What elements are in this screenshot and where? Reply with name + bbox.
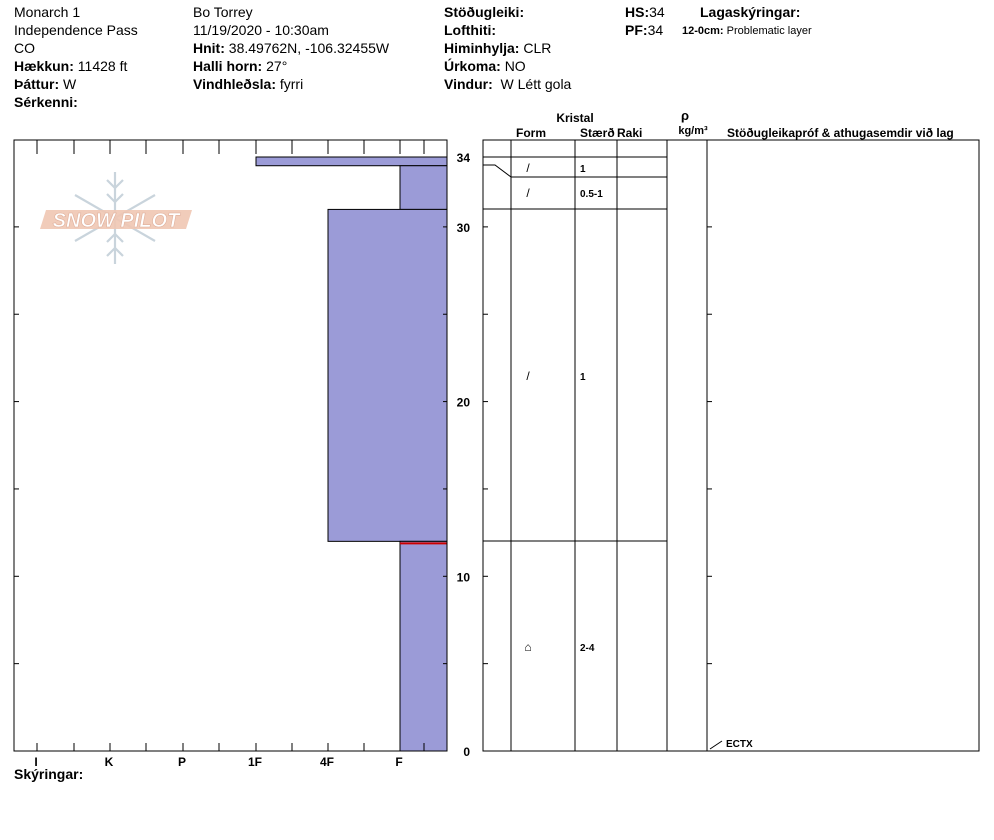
grain-form-symbol: ⌂ <box>524 640 531 654</box>
hardness-tick-label: F <box>395 755 402 769</box>
notes-label: Skýringar: <box>14 766 84 782</box>
grain-size-value: 2-4 <box>580 643 595 654</box>
snowpilot-logo-band <box>40 210 192 229</box>
aspect-value: W <box>63 76 77 92</box>
wind-loading-value: fyrri <box>279 76 304 92</box>
wind-loading-label: Vindhleðsla: <box>193 76 276 92</box>
test-result-label: ECTX <box>726 739 753 750</box>
precipitation: Úrkoma: NO <box>444 58 526 75</box>
wind-obs-value: W Létt gola <box>500 76 572 92</box>
depth-tick-label: 30 <box>457 221 471 235</box>
layer-note-text: Problematic layer <box>726 25 812 37</box>
elevation: Hækkun: 11428 ft <box>14 58 127 75</box>
depth-tick-label: 0 <box>463 745 470 759</box>
hardness-bar <box>327 208 448 542</box>
precip-label: Úrkoma: <box>444 58 501 74</box>
grain-form-symbol: / <box>526 186 530 200</box>
location-name: Independence Pass <box>14 22 138 38</box>
air-temp-label: Lofthiti: <box>444 22 497 38</box>
wind-observation: Vindur: W Létt gola <box>444 76 571 93</box>
slope-angle: Halli horn: 27° <box>193 58 287 75</box>
hs-label: HS: <box>625 4 650 20</box>
depth-tick-label: 10 <box>457 570 471 584</box>
wind-loading: Vindhleðsla: fyrri <box>193 76 303 93</box>
pf-label: PF: <box>625 22 648 38</box>
hardness-tick-label: P <box>178 755 186 769</box>
depth-tick-label: 20 <box>457 396 471 410</box>
elevation-value: 11428 ft <box>77 58 128 74</box>
layer-notes-label: Lagaskýringar: <box>700 4 801 20</box>
slope-value: 27° <box>266 58 288 74</box>
special-label: Sérkenni: <box>14 94 78 110</box>
aspect: Þáttur: W <box>14 76 76 93</box>
form-header: Form <box>516 126 546 140</box>
coords-value: 38.49762N, -106.32455W <box>228 40 390 56</box>
grain-form-symbol: / <box>526 161 530 175</box>
hardness-plot-frame <box>13 139 448 752</box>
grain-size-value: 1 <box>580 164 586 175</box>
grain-size-value: 0.5-1 <box>580 189 603 200</box>
elevation-label: Hækkun: <box>14 58 74 74</box>
observer-name: Bo Torrey <box>193 4 253 20</box>
pf-value: 34 <box>647 22 664 38</box>
wind-obs-label: Vindur: <box>444 76 493 92</box>
wetness-header: Raki <box>617 126 642 140</box>
density-unit: kg/m³ <box>678 125 708 137</box>
hardness-tick-label: 4F <box>320 755 334 769</box>
test-result-pointer <box>709 740 723 750</box>
sky-label: Himinhylja: <box>444 40 520 56</box>
crystal-header: Kristal <box>556 111 593 125</box>
layer-note: 12-0cm: Problematic layer <box>682 23 812 40</box>
coordinates: Hnit: 38.49762N, -106.32455W <box>193 40 389 57</box>
size-header: Stærð <box>580 126 615 140</box>
grain-size-value: 1 <box>580 372 586 383</box>
snowpilot-logo-text: SNOW PILOT <box>53 210 181 232</box>
hardness-bar <box>255 156 448 167</box>
layer-connector <box>483 164 512 178</box>
slope-label: Halli horn: <box>193 58 263 74</box>
coords-label: Hnit: <box>193 40 225 56</box>
state-name: CO <box>14 40 35 56</box>
stability-label: Stöðugleiki: <box>444 4 525 20</box>
hs: HS:34 <box>625 4 665 21</box>
sky-value: CLR <box>523 40 552 56</box>
pf: PF:34 <box>625 22 663 39</box>
hardness-bar <box>399 540 448 752</box>
sky-cover: Himinhylja: CLR <box>444 40 551 57</box>
hardness-tick-label: 1F <box>248 755 262 769</box>
precip-value: NO <box>504 58 526 74</box>
hs-value: 34 <box>649 4 665 20</box>
density-symbol: ρ <box>681 108 689 123</box>
observation-datetime: 11/19/2020 - 10:30am <box>193 22 329 38</box>
hardness-tick-label: K <box>105 755 114 769</box>
hardness-bar <box>399 165 448 210</box>
grain-form-symbol: / <box>526 369 530 383</box>
crystal-table-frame <box>482 139 980 752</box>
layer-note-range: 12-0cm: <box>682 25 724 37</box>
depth-tick-label: 34 <box>457 151 471 165</box>
comments-header: Stöðugleikapróf & athugasemdir við lag <box>727 126 954 140</box>
aspect-label: Þáttur: <box>14 76 60 92</box>
site-name: Monarch 1 <box>14 4 81 20</box>
hardness-tick-label: I <box>34 755 37 769</box>
